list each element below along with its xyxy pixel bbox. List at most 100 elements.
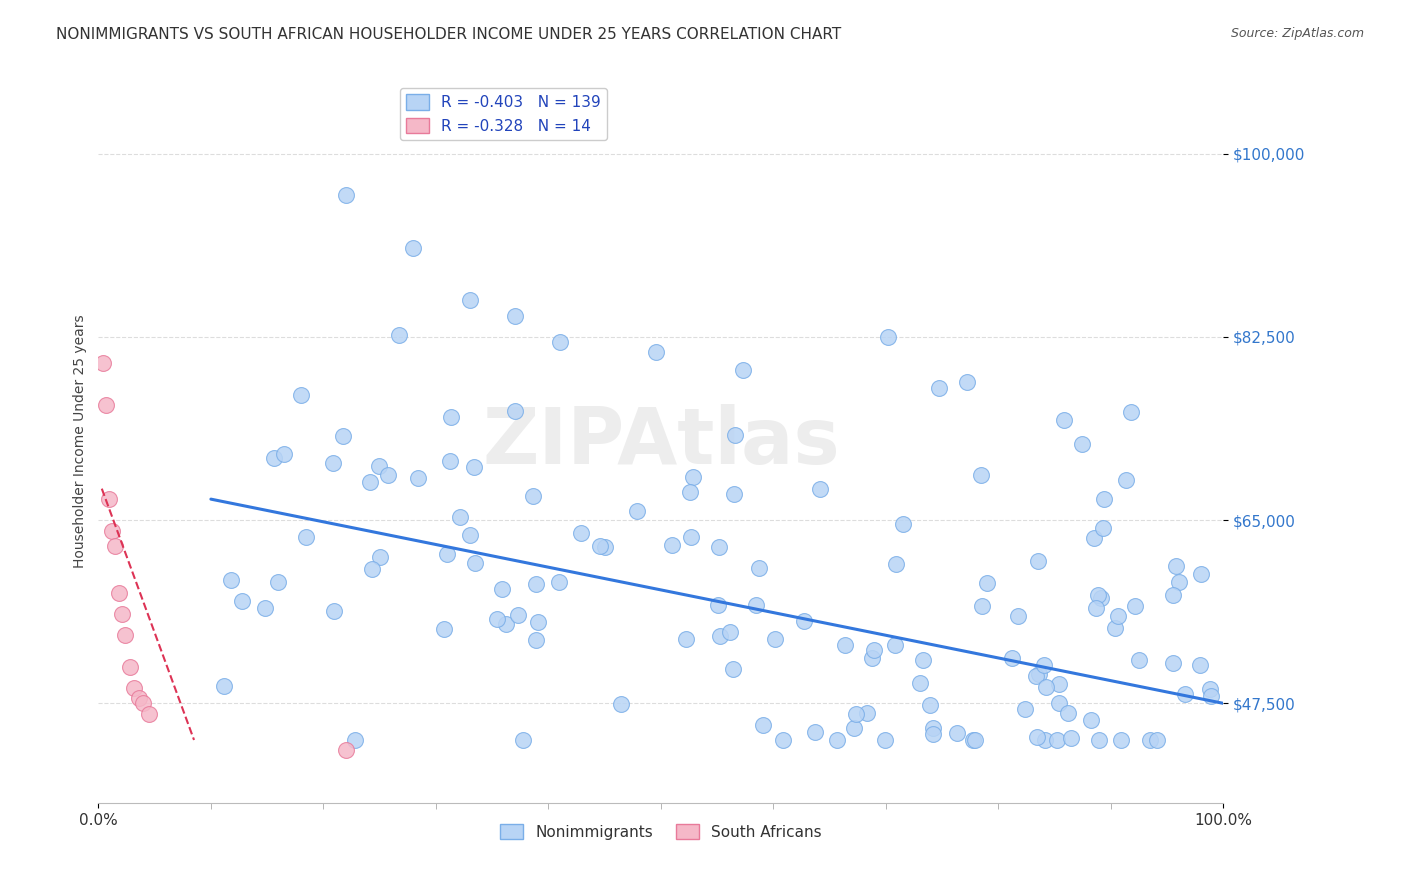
Point <box>763 632 786 646</box>
Point <box>436 547 458 561</box>
Point <box>1080 713 1102 727</box>
Point <box>1085 600 1108 615</box>
Point <box>1070 436 1092 450</box>
Point <box>945 726 967 740</box>
Point <box>1000 651 1022 665</box>
Point <box>1087 588 1109 602</box>
Point <box>322 604 344 618</box>
Point <box>1161 657 1184 671</box>
Point <box>377 467 399 482</box>
Point <box>524 577 547 591</box>
Point <box>709 629 731 643</box>
Point <box>969 468 991 483</box>
Point <box>212 679 235 693</box>
Point <box>891 516 914 531</box>
Point <box>956 375 979 389</box>
Point <box>464 556 486 570</box>
Point <box>1028 554 1050 568</box>
Point <box>1028 666 1050 681</box>
Y-axis label: Householder Income Under 25 years: Householder Income Under 25 years <box>73 315 87 568</box>
Point <box>682 470 704 484</box>
Point <box>1198 681 1220 696</box>
Point <box>863 643 886 657</box>
Point <box>359 475 381 489</box>
Point <box>1188 657 1211 672</box>
Point <box>463 460 485 475</box>
Point <box>332 429 354 443</box>
Point <box>1088 733 1111 747</box>
Point <box>322 456 344 470</box>
Point <box>707 540 730 554</box>
Point <box>1115 473 1137 487</box>
Point <box>107 586 129 600</box>
Point <box>1167 574 1189 589</box>
Point <box>1047 697 1070 711</box>
Point <box>124 681 146 695</box>
Point <box>547 574 569 589</box>
Point <box>368 458 391 473</box>
Point <box>1164 558 1187 573</box>
Point <box>825 733 848 747</box>
Point <box>1057 706 1080 720</box>
Point <box>231 594 253 608</box>
Point <box>524 633 547 648</box>
Point <box>290 388 312 402</box>
Point <box>495 617 517 632</box>
Point <box>335 743 357 757</box>
Point <box>1109 733 1132 747</box>
Point <box>589 540 612 554</box>
Point <box>752 718 775 732</box>
Point <box>569 525 592 540</box>
Point <box>1119 405 1142 419</box>
Point <box>1128 653 1150 667</box>
Point <box>1139 733 1161 747</box>
Point <box>388 327 411 342</box>
Point <box>1123 599 1146 613</box>
Point <box>91 356 114 370</box>
Point <box>1146 733 1168 747</box>
Point <box>295 530 318 544</box>
Point <box>1083 531 1105 545</box>
Point <box>370 549 392 564</box>
Point <box>922 721 945 735</box>
Point <box>1199 689 1222 703</box>
Point <box>962 733 984 747</box>
Point <box>526 615 548 629</box>
Point <box>1033 733 1056 747</box>
Point <box>104 539 127 553</box>
Point <box>1025 730 1047 744</box>
Point <box>610 697 633 711</box>
Point <box>114 628 136 642</box>
Point <box>402 241 425 255</box>
Point <box>681 530 703 544</box>
Point <box>548 334 571 349</box>
Point <box>132 696 155 710</box>
Point <box>793 614 815 628</box>
Point <box>675 632 697 646</box>
Point <box>505 403 527 417</box>
Point <box>845 707 868 722</box>
Point <box>733 363 755 377</box>
Point <box>458 528 481 542</box>
Point <box>263 450 285 465</box>
Point <box>724 427 747 442</box>
Text: NONIMMIGRANTS VS SOUTH AFRICAN HOUSEHOLDER INCOME UNDER 25 YEARS CORRELATION CHA: NONIMMIGRANTS VS SOUTH AFRICAN HOUSEHOLD… <box>56 27 841 42</box>
Point <box>748 561 770 575</box>
Point <box>253 601 276 615</box>
Point <box>918 698 941 713</box>
Point <box>440 410 463 425</box>
Point <box>486 612 509 626</box>
Point <box>644 344 666 359</box>
Point <box>522 489 544 503</box>
Point <box>1090 591 1112 606</box>
Point <box>721 662 744 676</box>
Point <box>1104 621 1126 635</box>
Point <box>506 607 529 622</box>
Point <box>1053 413 1076 427</box>
Point <box>1025 669 1047 683</box>
Point <box>927 381 949 395</box>
Point <box>96 398 118 412</box>
Point <box>1035 680 1057 694</box>
Point <box>856 706 879 720</box>
Point <box>344 733 367 747</box>
